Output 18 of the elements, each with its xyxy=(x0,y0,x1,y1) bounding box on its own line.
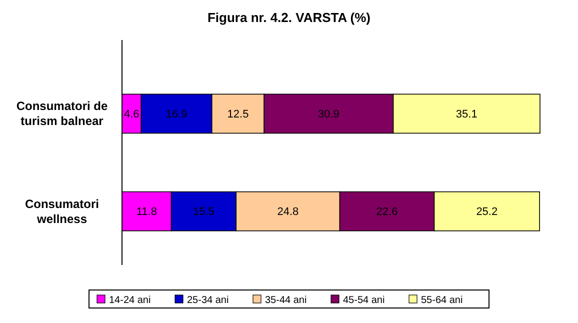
data-label: 24.8 xyxy=(277,206,299,218)
legend-label: 35-44 ani xyxy=(265,295,307,306)
data-label: 15.5 xyxy=(193,206,214,218)
y-tick-label: Consumatori de turism balnear xyxy=(16,99,108,128)
data-label: 25.2 xyxy=(476,206,498,218)
data-label: 16.9 xyxy=(166,108,188,121)
data-label: 4.6 xyxy=(124,108,140,121)
data-label: 12.5 xyxy=(227,108,249,121)
chart-title: Figura nr. 4.2. VARSTA (%) xyxy=(207,10,371,25)
legend-label: 25-34 ani xyxy=(187,295,229,306)
legend-label: 55-64 ani xyxy=(421,295,463,306)
legend-label: 14-24 ani xyxy=(109,295,151,306)
y-tick-label: Consumatori wellness xyxy=(24,196,100,226)
legend-label: 45-54 ani xyxy=(343,295,385,306)
data-label: 22.6 xyxy=(376,206,398,218)
data-label: 11.8 xyxy=(136,206,157,218)
data-label: 30.9 xyxy=(318,108,340,121)
data-label: 35.1 xyxy=(456,108,478,121)
